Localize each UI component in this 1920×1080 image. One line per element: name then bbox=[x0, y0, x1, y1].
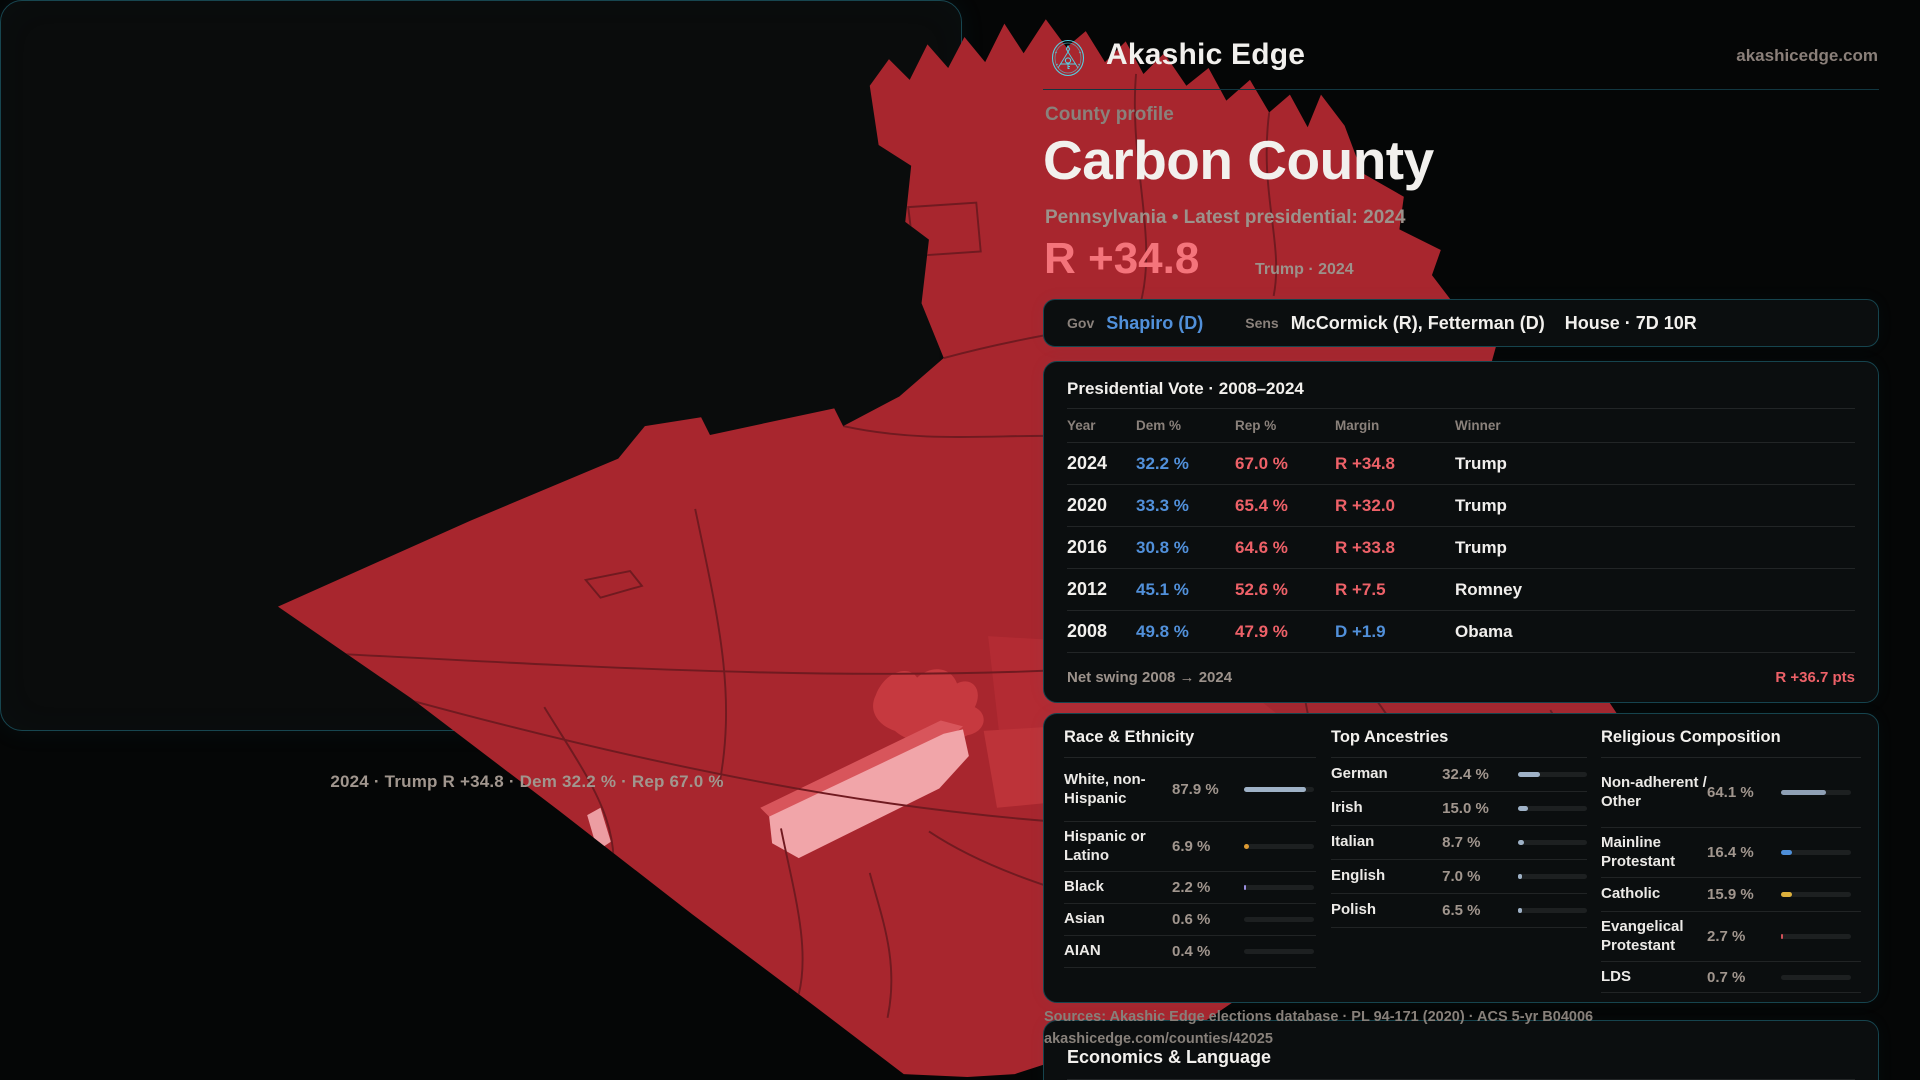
list-item: Irish 15.0 % bbox=[1331, 792, 1587, 826]
sens-label: Sens bbox=[1245, 315, 1279, 331]
list-item: LDS 0.7 % bbox=[1601, 962, 1861, 993]
stat-bar bbox=[1517, 874, 1587, 879]
divider bbox=[1064, 757, 1316, 758]
col-margin: Margin bbox=[1335, 418, 1380, 433]
list-item: Asian 0.6 % bbox=[1064, 904, 1316, 936]
table-header-row: Year Dem % Rep % Margin Winner bbox=[1067, 409, 1855, 442]
divider bbox=[1331, 757, 1587, 758]
map-caption: 2024 · Trump R +34.8 · Dem 32.2 % · Rep … bbox=[330, 772, 724, 791]
page-title: Carbon County bbox=[1043, 129, 1434, 191]
stat-bar bbox=[1244, 949, 1314, 954]
brand-name: Akashic Edge bbox=[1106, 38, 1306, 71]
divider bbox=[1067, 652, 1855, 653]
stat-bar bbox=[1244, 787, 1314, 792]
table-row: 2008 49.8 % 47.9 % D +1.9 Obama bbox=[1067, 621, 1513, 641]
stat-bar bbox=[1781, 974, 1851, 980]
col-rep: Rep % bbox=[1235, 418, 1277, 433]
list-item: Catholic 15.9 % bbox=[1601, 878, 1861, 912]
list-item: Non-adherent / Other 64.1 % bbox=[1601, 758, 1861, 828]
economics-card-title: Economics & Language bbox=[1067, 1047, 1272, 1067]
col-dem: Dem % bbox=[1136, 418, 1182, 433]
stat-bar bbox=[1517, 840, 1587, 845]
section-title: Race & Ethnicity bbox=[1064, 728, 1195, 746]
divider bbox=[1067, 442, 1855, 443]
county-map-panel bbox=[0, 0, 1662, 1078]
net-swing-value: R +36.7 pts bbox=[1775, 668, 1855, 686]
list-item: English 7.0 % bbox=[1331, 860, 1587, 894]
house-value: House · 7D 10R bbox=[1564, 312, 1697, 333]
divider bbox=[1067, 568, 1855, 569]
presidential-vote-card: Presidential Vote · 2008–2024 Year Dem %… bbox=[1043, 361, 1879, 703]
sources-note: Sources: Akashic Edge elections database… bbox=[1044, 1006, 1593, 1050]
brand-domain-link[interactable]: akashicedge.com bbox=[1736, 46, 1878, 65]
kicker: County profile bbox=[1045, 104, 1174, 125]
stat-bar bbox=[1781, 934, 1851, 939]
table-row: 2012 45.1 % 52.6 % R +7.5 Romney bbox=[1067, 579, 1523, 599]
permalink[interactable]: akashicedge.com/counties/42025 bbox=[1044, 1031, 1273, 1047]
stat-bar bbox=[1244, 917, 1314, 922]
header-divider bbox=[1043, 89, 1879, 90]
race-ethnicity-section: Race & Ethnicity White, non-Hispanic 87.… bbox=[1064, 728, 1316, 968]
divider bbox=[1601, 757, 1861, 758]
stat-bar bbox=[1781, 892, 1851, 897]
religion-section: Religious Composition Non-adherent / Oth… bbox=[1601, 728, 1861, 993]
divider bbox=[1067, 484, 1855, 485]
divider bbox=[1067, 610, 1855, 611]
list-item: Italian 8.7 % bbox=[1331, 826, 1587, 860]
col-winner: Winner bbox=[1455, 418, 1501, 433]
table-row: 2024 32.2 % 67.0 % R +34.8 Trump bbox=[1067, 453, 1507, 473]
headline-margin: R +34.8 bbox=[1044, 234, 1200, 283]
list-item: Black 2.2 % bbox=[1064, 872, 1316, 904]
officials-bar: Gov Shapiro (D) Sens McCormick (R), Fett… bbox=[1043, 299, 1879, 347]
list-item: Hispanic or Latino 6.9 % bbox=[1064, 822, 1316, 872]
subtitle: Pennsylvania • Latest presidential: 2024 bbox=[1045, 207, 1406, 228]
stat-bar bbox=[1244, 885, 1314, 890]
governor-link[interactable]: Shapiro (D) bbox=[1106, 312, 1204, 333]
presidential-card-title: Presidential Vote · 2008–2024 bbox=[1067, 379, 1304, 398]
table-row: 2016 30.8 % 64.6 % R +33.8 Trump bbox=[1067, 537, 1507, 557]
divider bbox=[1067, 526, 1855, 527]
demographics-card: Race & Ethnicity White, non-Hispanic 87.… bbox=[1043, 713, 1879, 1003]
stat-bar bbox=[1517, 908, 1587, 913]
list-item: Polish 6.5 % bbox=[1331, 894, 1587, 928]
section-title: Top Ancestries bbox=[1331, 728, 1449, 746]
divider bbox=[1067, 408, 1855, 409]
table-row: 2020 33.3 % 65.4 % R +32.0 Trump bbox=[1067, 495, 1507, 515]
senators-value: McCormick (R), Fetterman (D) bbox=[1290, 312, 1545, 333]
ancestries-section: Top Ancestries German 32.4 % Irish 15.0 … bbox=[1331, 728, 1587, 928]
headline-margin-context: Trump · 2024 bbox=[1255, 261, 1354, 278]
list-item: Mainline Protestant 16.4 % bbox=[1601, 828, 1861, 878]
stat-bar bbox=[1781, 790, 1851, 795]
list-item: White, non-Hispanic 87.9 % bbox=[1064, 758, 1316, 822]
gov-label: Gov bbox=[1067, 315, 1095, 331]
net-swing-row: Net swing 2008 → 2024 R +36.7 pts bbox=[1067, 655, 1855, 699]
stat-bar bbox=[1781, 850, 1851, 855]
stat-bar bbox=[1244, 844, 1314, 849]
list-item: AIAN 0.4 % bbox=[1064, 936, 1316, 968]
sources-text: Sources: Akashic Edge elections database… bbox=[1044, 1009, 1594, 1025]
net-swing-label: Net swing 2008 → 2024 bbox=[1067, 668, 1233, 686]
list-item: Evangelical Protestant 2.7 % bbox=[1601, 912, 1861, 962]
economics-card: Economics & Language bbox=[1043, 1020, 1879, 1080]
section-title: Religious Composition bbox=[1601, 728, 1781, 746]
list-item: German 32.4 % bbox=[1331, 758, 1587, 792]
col-year: Year bbox=[1067, 418, 1096, 433]
stat-bar bbox=[1517, 806, 1587, 811]
stat-bar bbox=[1517, 772, 1587, 777]
akashic-sigil-icon bbox=[1051, 39, 1085, 77]
